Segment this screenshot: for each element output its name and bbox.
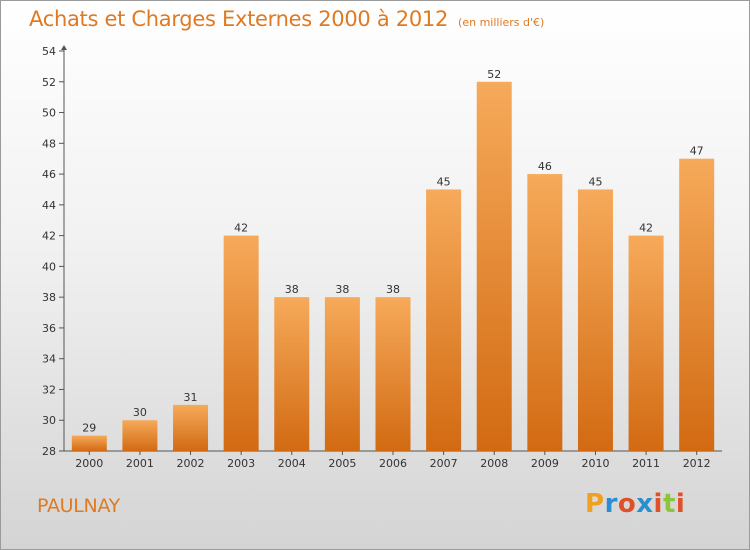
y-axis-arrow bbox=[61, 45, 67, 50]
y-tick-label: 32 bbox=[42, 383, 56, 396]
y-tick-label: 50 bbox=[42, 107, 56, 120]
chart-title-text: Achats et Charges Externes 2000 à 2012 bbox=[29, 7, 449, 31]
x-tick-label: 2009 bbox=[531, 457, 559, 470]
x-tick-label: 2000 bbox=[75, 457, 103, 470]
chart-title: Achats et Charges Externes 2000 à 2012 (e… bbox=[29, 7, 544, 31]
y-tick-label: 38 bbox=[42, 291, 56, 304]
x-tick-label: 2006 bbox=[379, 457, 407, 470]
logo-letter: P bbox=[585, 489, 605, 519]
x-tick-label: 2001 bbox=[126, 457, 154, 470]
bar-value-label: 45 bbox=[437, 175, 451, 188]
x-tick-label: 2005 bbox=[328, 457, 356, 470]
bar-value-label: 42 bbox=[234, 222, 248, 235]
y-tick-label: 44 bbox=[42, 199, 56, 212]
bar bbox=[426, 189, 462, 451]
x-tick-label: 2008 bbox=[480, 457, 508, 470]
bar-value-label: 38 bbox=[386, 283, 400, 296]
bar bbox=[476, 81, 512, 452]
bar bbox=[577, 189, 613, 451]
y-tick-label: 40 bbox=[42, 260, 56, 273]
chart-title-unit: (en milliers d'€) bbox=[458, 16, 545, 29]
bar-value-label: 38 bbox=[285, 283, 299, 296]
logo-letter: i bbox=[653, 489, 663, 519]
x-axis: 2000 2001 2002 2003 2004 2005 2006 2007 2008 2009… bbox=[64, 450, 722, 470]
bar-value-label: 42 bbox=[639, 222, 653, 235]
y-tick-label: 48 bbox=[42, 137, 56, 150]
bar bbox=[527, 174, 563, 452]
bar-value-label: 29 bbox=[82, 422, 96, 435]
logo-letter: r bbox=[604, 489, 618, 519]
bar bbox=[274, 297, 310, 451]
y-tick-label: 28 bbox=[42, 445, 56, 458]
y-tick-label: 54 bbox=[42, 45, 56, 58]
location-label: PAULNAY bbox=[37, 495, 120, 517]
y-tick-label: 42 bbox=[42, 230, 56, 243]
x-tick-label: 2004 bbox=[278, 457, 306, 470]
proxiti-logo: Proxiti bbox=[585, 489, 685, 519]
bar bbox=[628, 235, 664, 451]
bar-value-label: 30 bbox=[133, 406, 147, 419]
bar-value-label: 38 bbox=[335, 283, 349, 296]
bar bbox=[324, 297, 360, 451]
bar bbox=[223, 235, 259, 451]
x-tick-label: 2003 bbox=[227, 457, 255, 470]
bars-group: 29 30 31 42 38 38 38 45 52 46 45 42 47 bbox=[71, 68, 715, 452]
y-tick-label: 30 bbox=[42, 414, 56, 427]
bar-value-label: 31 bbox=[184, 391, 198, 404]
logo-letter: o bbox=[617, 489, 637, 519]
y-tick-label: 36 bbox=[42, 322, 56, 335]
bar bbox=[71, 435, 107, 451]
bar bbox=[173, 404, 209, 451]
bar bbox=[122, 420, 158, 451]
x-tick-label: 2002 bbox=[177, 457, 205, 470]
bar bbox=[375, 297, 411, 451]
y-tick-label: 46 bbox=[42, 168, 56, 181]
x-tick-label: 2011 bbox=[632, 457, 660, 470]
x-tick-label: 2010 bbox=[581, 457, 609, 470]
y-tick-label: 34 bbox=[42, 353, 56, 366]
x-tick-label: 2007 bbox=[430, 457, 458, 470]
bar-value-label: 45 bbox=[588, 175, 602, 188]
x-tick-label: 2012 bbox=[683, 457, 711, 470]
logo-letter: x bbox=[636, 489, 654, 519]
y-tick-label: 52 bbox=[42, 76, 56, 89]
logo-letter: i bbox=[675, 489, 686, 519]
bar bbox=[679, 158, 715, 451]
bar-value-label: 52 bbox=[487, 68, 501, 81]
y-axis: 28 30 32 34 36 38 40 42 44 46 48 50 52 54 bbox=[42, 45, 67, 458]
logo-letter: t bbox=[662, 489, 676, 519]
bar-value-label: 47 bbox=[690, 145, 704, 158]
bar-value-label: 46 bbox=[538, 160, 552, 173]
